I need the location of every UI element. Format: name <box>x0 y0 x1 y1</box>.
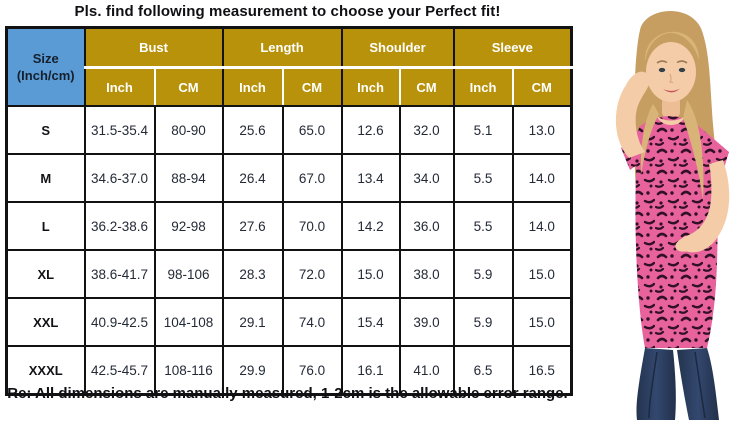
size-label-xxl: XXL <box>5 297 86 347</box>
table-row-xl: XL 38.6-41.7 98-106 28.3 72.0 15.0 38.0 5.9 15.0 <box>5 249 573 299</box>
size-label-l: L <box>5 201 86 251</box>
value-cell: 15.0 <box>511 249 573 299</box>
model-photo <box>615 11 730 420</box>
header-group-sleeve: Sleeve <box>452 26 573 69</box>
value-cell: 14.2 <box>340 201 401 251</box>
value-cell: 15.0 <box>340 249 401 299</box>
value-cell: 41.0 <box>398 345 455 396</box>
model-arm-raised <box>615 71 650 158</box>
value-cell: 13.4 <box>340 153 401 203</box>
value-cell: 70.0 <box>281 201 343 251</box>
value-cell: 28.3 <box>221 249 284 299</box>
header-unit-bust-cm: CM <box>153 67 224 107</box>
model-face <box>644 31 699 118</box>
value-cell: 6.5 <box>452 345 514 396</box>
value-cell: 65.0 <box>281 105 343 155</box>
value-cell: 36.2-38.6 <box>83 201 156 251</box>
value-cell: 25.6 <box>221 105 284 155</box>
value-cell: 31.5-35.4 <box>83 105 156 155</box>
size-label-s: S <box>5 105 86 155</box>
header-group-bust: Bust <box>83 26 224 69</box>
value-cell: 74.0 <box>281 297 343 347</box>
value-cell: 34.0 <box>398 153 455 203</box>
header-unit-shoulder-cm: CM <box>398 67 455 107</box>
size-header-line2: (Inch/cm) <box>16 68 75 83</box>
table-row-m: M 34.6-37.0 88-94 26.4 67.0 13.4 34.0 5.5 14.0 <box>5 153 573 203</box>
header-unit-shoulder-inch: Inch <box>340 67 401 107</box>
value-cell: 26.4 <box>221 153 284 203</box>
value-cell: 29.1 <box>221 297 284 347</box>
header-group-length: Length <box>221 26 343 69</box>
header-unit-length-cm: CM <box>281 67 343 107</box>
table-row-xxl: XXL 40.9-42.5 104-108 29.1 74.0 15.4 39.0 5.9 15… <box>5 297 573 347</box>
header-unit-row: Inch CM Inch CM Inch CM Inch CM <box>7 67 573 107</box>
table-row-xxxl: XXXL 42.5-45.7 108-116 29.9 76.0 16.1 41.0 6.5 1… <box>5 345 573 396</box>
value-cell: 27.6 <box>221 201 284 251</box>
value-cell: 32.0 <box>398 105 455 155</box>
value-cell: 16.5 <box>511 345 573 396</box>
table-row-s: S 31.5-35.4 80-90 25.6 65.0 12.6 32.0 5.1 13.0 <box>5 105 573 155</box>
size-label-xl: XL <box>5 249 86 299</box>
value-cell: 5.9 <box>452 249 514 299</box>
value-cell: 5.1 <box>452 105 514 155</box>
size-label-xxxl: XXXL <box>5 345 86 396</box>
header-size-cell: Size (Inch/cm) <box>5 26 86 107</box>
size-chart-title: Pls. find following measurement to choos… <box>74 3 501 20</box>
header-group-row: Size (Inch/cm) Bust Length Shoulder Sleeve <box>5 26 573 107</box>
value-cell: 5.9 <box>452 297 514 347</box>
value-cell: 13.0 <box>511 105 573 155</box>
value-cell: 104-108 <box>153 297 224 347</box>
header-group-shoulder: Shoulder <box>340 26 455 69</box>
value-cell: 67.0 <box>281 153 343 203</box>
value-cell: 5.5 <box>452 201 514 251</box>
value-cell: 76.0 <box>281 345 343 396</box>
value-cell: 92-98 <box>153 201 224 251</box>
size-chart-table: Size (Inch/cm) Bust Length Shoulder Sleeve … <box>5 26 574 396</box>
value-cell: 29.9 <box>221 345 284 396</box>
value-cell: 72.0 <box>281 249 343 299</box>
model-jeans <box>636 348 719 420</box>
value-cell: 34.6-37.0 <box>83 153 156 203</box>
model-arm-belly <box>675 160 730 253</box>
value-cell: 38.6-41.7 <box>83 249 156 299</box>
value-cell: 14.0 <box>511 201 573 251</box>
table-row-l: L 36.2-38.6 92-98 27.6 70.0 14.2 36.0 5.5 14.0 <box>5 201 573 251</box>
value-cell: 88-94 <box>153 153 224 203</box>
value-cell: 36.0 <box>398 201 455 251</box>
value-cell: 40.9-42.5 <box>83 297 156 347</box>
value-cell: 16.1 <box>340 345 401 396</box>
value-cell: 108-116 <box>153 345 224 396</box>
header-unit-sleeve-cm: CM <box>511 67 573 107</box>
header-unit-bust-inch: Inch <box>83 67 156 107</box>
value-cell: 14.0 <box>511 153 573 203</box>
value-cell: 42.5-45.7 <box>83 345 156 396</box>
value-cell: 15.0 <box>511 297 573 347</box>
value-cell: 5.5 <box>452 153 514 203</box>
value-cell: 38.0 <box>398 249 455 299</box>
model-hair-front <box>640 100 704 200</box>
value-cell: 39.0 <box>398 297 455 347</box>
value-cell: 98-106 <box>153 249 224 299</box>
header-unit-length-inch: Inch <box>221 67 284 107</box>
value-cell: 80-90 <box>153 105 224 155</box>
value-cell: 12.6 <box>340 105 401 155</box>
header-unit-sleeve-inch: Inch <box>452 67 514 107</box>
size-header-line1: Size <box>32 51 59 66</box>
size-label-m: M <box>5 153 86 203</box>
measurement-note: Re: All dimensions are manually measured… <box>7 385 568 402</box>
value-cell: 15.4 <box>340 297 401 347</box>
